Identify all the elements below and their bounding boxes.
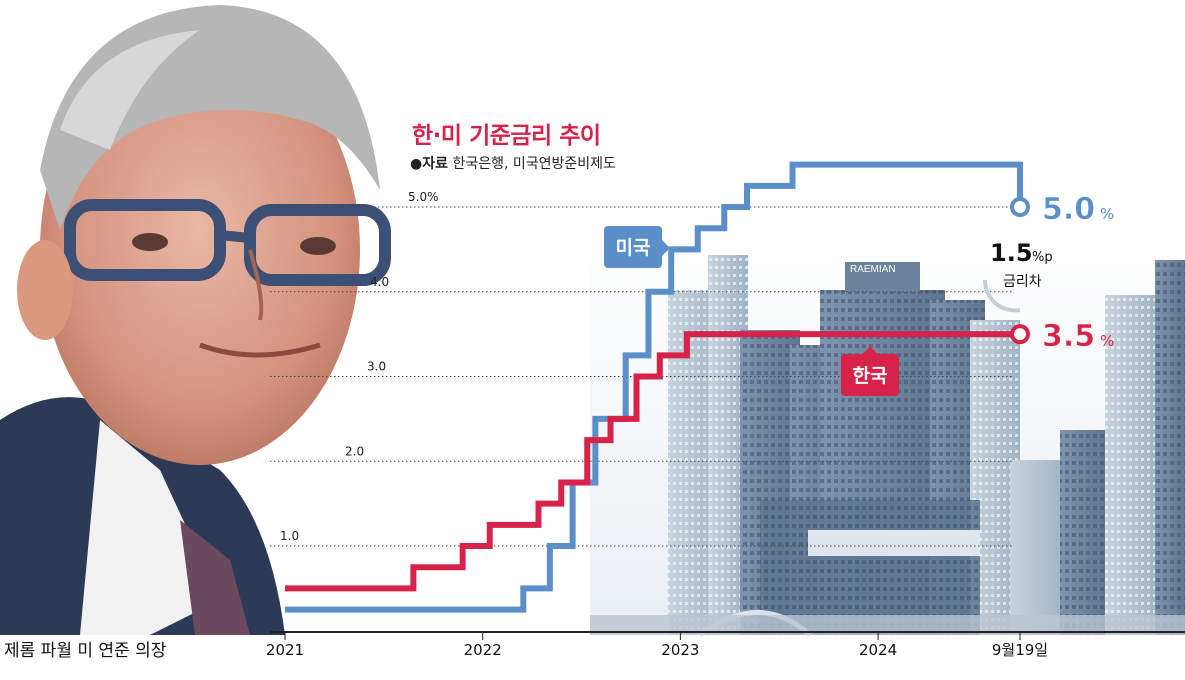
source-text: 한국은행, 미국연방준비제도 — [452, 156, 616, 172]
series-endpoint — [1010, 197, 1030, 217]
series-line-us — [285, 161, 1023, 613]
series-badge — [841, 354, 899, 396]
series-endpoint — [1010, 324, 1030, 345]
series-line-kr — [285, 331, 1020, 592]
series-end-value: 3.5 — [1042, 319, 1095, 354]
gap-value: 1.5 — [990, 239, 1033, 267]
y-tick-label: 4.0 — [370, 275, 389, 289]
gap-unit: %p — [1032, 250, 1053, 265]
y-tick-label: 3.0 — [367, 360, 386, 374]
y-tick-label: 5.0% — [408, 190, 439, 204]
x-tick-label: 2022 — [464, 641, 502, 659]
photo-caption: 제롬 파월 미 연준 의장 — [4, 641, 167, 661]
gap-label: 금리차 — [1003, 274, 1042, 290]
x-tick-label: 9월19일 — [992, 641, 1048, 659]
series-end-unit: % — [1100, 332, 1114, 350]
chart-source: ●자료 한국은행, 미국연방준비제도 — [410, 153, 616, 173]
x-tick-label: 2021 — [266, 641, 304, 659]
series-lines — [285, 161, 1023, 613]
y-tick-label: 1.0 — [280, 529, 299, 543]
series-badge — [604, 226, 662, 268]
x-axis: 2021 2022 2023 2024 9월19일 — [266, 631, 1185, 659]
series-endpoints: 5.0 % 3.5% — [1010, 192, 1114, 354]
series-end-unit: % — [1100, 205, 1114, 223]
gap-annotation: 1.5 %p 금리차 — [982, 239, 1053, 313]
y-tick-label: 2.0 — [345, 444, 364, 458]
y-axis-ticks: 1.0 2.0 3.0 4.0 5.0% — [280, 190, 439, 543]
city-skyline-background: RAEMIAN — [590, 230, 1185, 638]
portrait-photo — [0, 5, 391, 635]
series-name-label: 한국 — [853, 365, 888, 387]
x-tick-label: 2024 — [859, 641, 897, 659]
chart-title: 한·미 기준금리 추이 — [412, 123, 601, 149]
series-name-label: 미국 — [616, 237, 651, 259]
series-badge-pointer — [863, 346, 877, 354]
source-label: ●자료 — [410, 156, 448, 172]
building-sign: RAEMIAN — [850, 264, 896, 275]
series-badge-pointer — [662, 240, 670, 256]
x-tick-label: 2023 — [661, 641, 699, 659]
series-end-value: 5.0 — [1042, 192, 1095, 227]
